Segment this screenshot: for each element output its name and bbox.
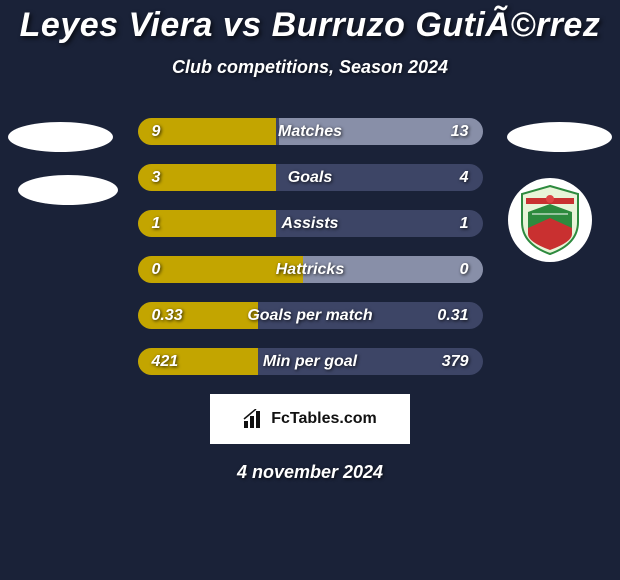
stat-label: Hattricks (138, 261, 483, 279)
stat-label: Matches (138, 123, 483, 141)
stat-value-right: 0 (460, 261, 469, 279)
stat-value-right: 4 (460, 169, 469, 187)
stat-label: Goals (138, 169, 483, 187)
player-left-avatar-2 (18, 175, 118, 205)
brand-label: FcTables.com (271, 410, 377, 428)
player-right-avatar (507, 122, 612, 152)
stat-row: 1Assists1 (138, 210, 483, 237)
stat-value-right: 0.31 (437, 307, 468, 325)
stat-row: 0Hattricks0 (138, 256, 483, 283)
stat-row: 421Min per goal379 (138, 348, 483, 375)
stat-value-right: 13 (451, 123, 469, 141)
subtitle: Club competitions, Season 2024 (0, 57, 620, 78)
chart-icon (243, 409, 265, 429)
stat-value-right: 1 (460, 215, 469, 233)
stat-label: Goals per match (138, 307, 483, 325)
footer-date: 4 november 2024 (0, 462, 620, 483)
stat-value-right: 379 (442, 353, 469, 371)
player-left-avatar-1 (8, 122, 113, 152)
brand-banner: FcTables.com (210, 394, 410, 444)
stat-row: 0.33Goals per match0.31 (138, 302, 483, 329)
stat-label: Assists (138, 215, 483, 233)
club-badge-right (508, 178, 592, 262)
shield-icon (518, 184, 582, 256)
page-title: Leyes Viera vs Burruzo GutiÃ©rrez (0, 0, 620, 45)
stat-row: 3Goals4 (138, 164, 483, 191)
stat-label: Min per goal (138, 353, 483, 371)
stats-container: 9Matches13 3Goals4 1Assists1 0Hattricks0 0.3… (138, 118, 483, 375)
stat-row: 9Matches13 (138, 118, 483, 145)
